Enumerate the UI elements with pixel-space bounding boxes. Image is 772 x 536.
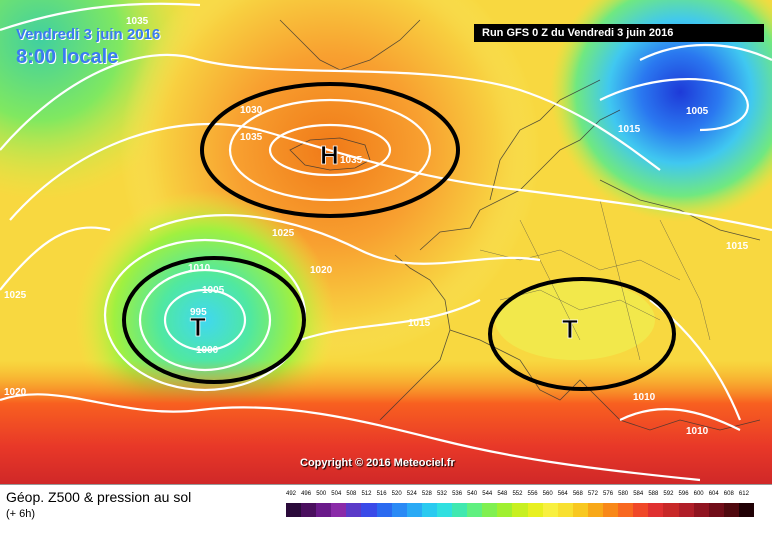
scale-swatch: [346, 503, 362, 517]
pressure-label: 1025: [272, 228, 295, 239]
scale-tick: 516: [376, 491, 387, 497]
pressure-label: 1035: [340, 155, 363, 166]
color-scale: 492 496 500 504 508 512 516 520 524 528 532 536 540 5…: [286, 491, 755, 525]
scale-tick: 572: [587, 491, 598, 497]
high-symbol: H: [320, 140, 339, 170]
weather-map: 1035 1030 1035 1035 1025 1020 1010 1005 …: [0, 0, 772, 484]
isobars: [0, 2, 772, 482]
pressure-label: 1020: [310, 265, 333, 276]
scale-tick: 560: [542, 491, 553, 497]
scale-tick: 540: [467, 491, 478, 497]
scale-tick: 580: [618, 491, 629, 497]
scale-tick: 612: [738, 491, 749, 497]
scale-tick: 588: [648, 491, 659, 497]
scale-swatch: [467, 503, 483, 517]
scale-swatch: [391, 503, 408, 517]
scale-swatch: [693, 503, 710, 517]
scale-tick: 520: [391, 491, 402, 497]
scale-tick: 536: [452, 491, 463, 497]
scale-tick: 596: [678, 491, 689, 497]
scale-swatch: [482, 503, 498, 517]
map-canvas: 1035 1030 1035 1035 1025 1020 1010 1005 …: [0, 0, 772, 484]
scale-tick: 548: [497, 491, 508, 497]
scale-tick: 584: [633, 491, 644, 497]
scale-swatch: [633, 503, 649, 517]
copyright: Copyright © 2016 Meteociel.fr: [300, 457, 455, 469]
pressure-labels: 1035 1030 1035 1035 1025 1020 1010 1005 …: [4, 16, 749, 437]
scale-tick: 532: [436, 491, 447, 497]
low-symbol-europe: T: [562, 314, 578, 344]
pressure-label: 1010: [633, 392, 656, 403]
scale-tick: 500: [316, 491, 327, 497]
scale-swatch: [572, 503, 589, 517]
scale-tick: 604: [708, 491, 719, 497]
scale-swatch: [286, 503, 302, 517]
pressure-label: 1005: [686, 106, 709, 117]
scale-tick: 492: [286, 491, 297, 497]
scale-swatch: [331, 503, 347, 517]
scale-tick: 568: [572, 491, 583, 497]
scale-tick: 608: [723, 491, 734, 497]
scale-tick: 508: [346, 491, 357, 497]
scale-tick: 544: [482, 491, 493, 497]
scale-swatch: [421, 503, 438, 517]
chart-title: Géop. Z500 & pression au sol: [6, 489, 192, 505]
scale-tick: 496: [301, 491, 312, 497]
pressure-label: 1010: [686, 426, 709, 437]
scale-tick: 524: [406, 491, 417, 497]
chart-subtitle: (+ 6h): [6, 508, 36, 520]
scale-swatch: [557, 503, 574, 517]
scale-swatch: [527, 503, 544, 517]
pressure-label: 1030: [240, 105, 263, 116]
pressure-label: 1025: [4, 290, 27, 301]
run-info: Run GFS 0 Z du Vendredi 3 juin 2016: [474, 24, 764, 42]
scale-swatch: [361, 503, 378, 517]
scale-swatch: [452, 503, 468, 517]
scale-swatch: [587, 503, 604, 517]
scale-swatch: [512, 503, 529, 517]
pressure-label: 1020: [4, 387, 27, 398]
scale-swatch: [406, 503, 423, 517]
legend-panel: Géop. Z500 & pression au sol (+ 6h) 492 4…: [0, 484, 772, 536]
scale-swatch: [663, 503, 679, 517]
pressure-label: 1015: [408, 318, 431, 329]
scale-swatch: [542, 503, 559, 517]
scale-tick: 576: [603, 491, 614, 497]
scale-tick: 556: [527, 491, 538, 497]
pressure-label: 995: [190, 307, 207, 318]
scale-swatch: [436, 503, 453, 517]
pressure-label: 1035: [126, 16, 149, 27]
scale-swatch: [738, 503, 755, 517]
system-circles: [122, 82, 676, 391]
low-symbol-atlantic: T: [190, 312, 206, 342]
low-pressure-circle-europe: [488, 277, 676, 391]
pressure-label: 1005: [202, 285, 225, 296]
scale-swatch: [316, 503, 332, 517]
pressure-label: 1015: [726, 241, 749, 252]
pressure-label: 1000: [196, 345, 219, 356]
scale-swatch: [708, 503, 725, 517]
pressure-label: 1010: [188, 263, 211, 274]
scale-swatch: [376, 503, 393, 517]
scale-tick: 552: [512, 491, 523, 497]
pressure-label: 1035: [240, 132, 263, 143]
scale-tick: 504: [331, 491, 342, 497]
pressure-label: 1015: [618, 124, 641, 135]
scale-tick: 512: [361, 491, 372, 497]
high-pressure-circle: [200, 82, 460, 218]
scale-tick: 528: [421, 491, 432, 497]
low-pressure-circle-atlantic: [122, 256, 306, 384]
scale-swatch: [497, 503, 513, 517]
forecast-date: Vendredi 3 juin 2016: [16, 26, 161, 43]
scale-swatch: [301, 503, 317, 517]
scale-swatch: [618, 503, 634, 517]
scale-tick: 600: [693, 491, 704, 497]
scale-swatch: [723, 503, 740, 517]
scale-tick: 592: [663, 491, 674, 497]
scale-swatch: [648, 503, 664, 517]
scale-swatch: [603, 503, 619, 517]
scale-swatch: [678, 503, 695, 517]
scale-tick: 564: [557, 491, 568, 497]
forecast-time: 8:00 locale: [16, 46, 119, 68]
